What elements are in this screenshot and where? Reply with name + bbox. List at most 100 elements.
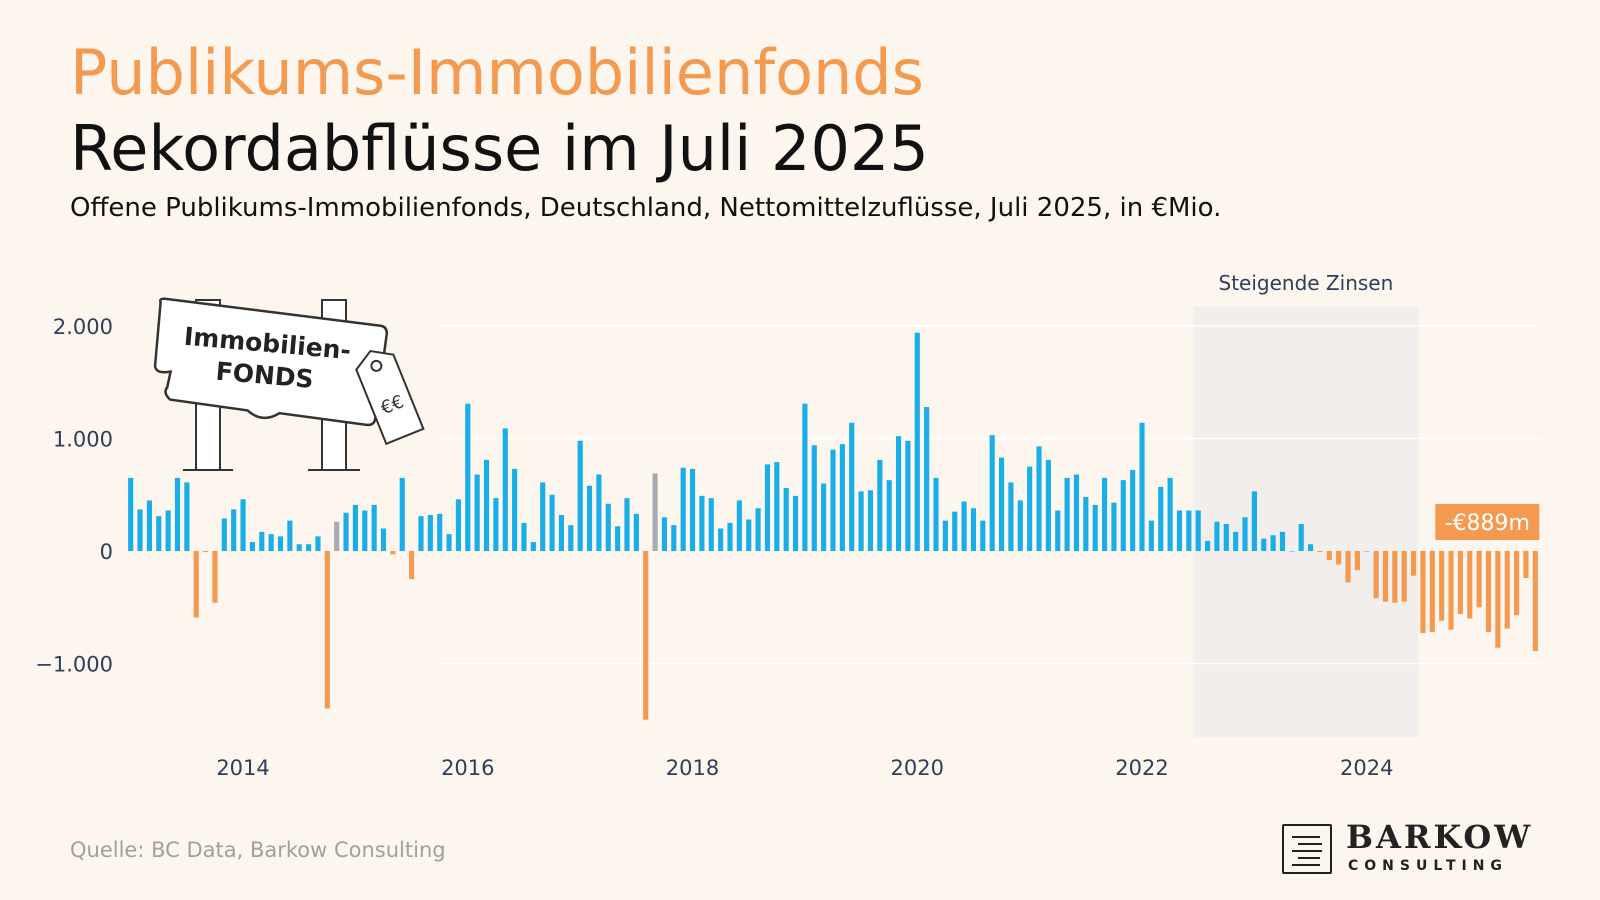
bar — [699, 495, 705, 552]
logo-subtitle: CONSULTING — [1348, 858, 1508, 874]
bar — [446, 534, 452, 552]
bar — [1448, 551, 1454, 630]
bar — [1382, 551, 1389, 602]
bar — [1401, 551, 1407, 602]
bar — [1392, 551, 1398, 603]
bar — [1467, 551, 1473, 619]
bar — [980, 520, 986, 552]
bar — [352, 504, 358, 552]
bar — [1523, 551, 1529, 578]
y-tick-label: 2.000 — [53, 315, 113, 339]
bar — [1457, 551, 1463, 614]
bar — [427, 515, 433, 551]
logo-name: BARKOW — [1346, 818, 1534, 856]
bar — [306, 544, 312, 551]
bar — [708, 498, 714, 552]
bar — [633, 513, 639, 552]
bar — [1261, 538, 1267, 552]
bar — [755, 508, 761, 551]
bar — [577, 440, 583, 551]
bar — [221, 518, 227, 552]
bar — [1345, 551, 1351, 583]
bar — [1092, 504, 1098, 552]
bar — [849, 422, 855, 551]
bar — [483, 459, 490, 552]
bar — [1270, 535, 1276, 551]
bar — [1514, 551, 1520, 616]
bar — [174, 477, 181, 552]
bar — [961, 501, 967, 551]
bar — [1158, 486, 1164, 552]
x-axis: 2014 2016 2018 2020 2022 2024 — [216, 756, 1393, 780]
bar — [886, 480, 892, 552]
bar — [156, 516, 162, 552]
bar — [1083, 497, 1089, 551]
bar — [568, 525, 574, 552]
price-tag-icon: €€ — [355, 349, 425, 446]
bar — [259, 531, 265, 552]
bar — [512, 468, 518, 552]
bar — [1504, 551, 1510, 629]
bar — [1064, 477, 1070, 552]
source-note: Quelle: BC Data, Barkow Consulting — [70, 838, 446, 862]
bar — [802, 403, 808, 552]
bar — [399, 477, 405, 552]
y-tick-label: 1.000 — [53, 428, 113, 452]
x-tick-label: 2014 — [216, 756, 269, 780]
bar — [1420, 551, 1426, 634]
bar — [736, 500, 742, 552]
bar — [184, 482, 190, 552]
bar — [1139, 422, 1145, 551]
bar — [474, 474, 480, 551]
bar — [465, 403, 471, 552]
bars — [128, 332, 1538, 720]
bar — [493, 498, 499, 552]
bar — [877, 459, 883, 552]
bar — [1354, 551, 1360, 571]
last-value-callout: -€889m — [1435, 504, 1540, 540]
bar — [998, 457, 1005, 552]
bar — [596, 474, 602, 551]
bar — [1298, 524, 1304, 551]
bar — [418, 516, 424, 552]
bar — [540, 482, 546, 552]
bar — [1008, 482, 1014, 552]
bar — [1364, 551, 1370, 552]
bar — [924, 407, 930, 551]
bar — [409, 551, 415, 580]
bar — [989, 435, 995, 552]
bar — [380, 528, 387, 551]
bar — [1308, 544, 1314, 551]
bar — [558, 515, 565, 551]
bar — [586, 485, 593, 551]
y-tick-label: 0 — [100, 540, 113, 564]
shaded-region-steigende-zinsen — [1193, 307, 1419, 737]
bar — [521, 522, 527, 552]
bar — [933, 477, 939, 552]
bar — [1251, 491, 1257, 552]
bar — [661, 517, 668, 551]
bar — [1214, 521, 1220, 551]
bar — [1223, 524, 1229, 551]
bar — [1111, 502, 1117, 552]
bar — [1429, 551, 1435, 632]
bar — [530, 542, 536, 551]
bar — [1279, 531, 1286, 552]
bar — [1317, 551, 1323, 553]
bar — [287, 520, 293, 552]
y-tick-label: −1.000 — [35, 653, 113, 677]
bar — [1476, 551, 1482, 608]
bar — [652, 473, 658, 552]
bar — [549, 494, 555, 551]
bar — [1186, 510, 1192, 551]
bar — [277, 536, 284, 552]
chart-subtitle: Offene Publikums-Immobilienfonds, Deutsc… — [70, 193, 1222, 223]
bar — [746, 519, 752, 551]
bar — [203, 551, 209, 553]
bar — [1204, 540, 1211, 552]
bar — [1045, 459, 1051, 552]
bar — [643, 551, 649, 720]
bar — [193, 551, 199, 618]
bar — [821, 483, 827, 551]
